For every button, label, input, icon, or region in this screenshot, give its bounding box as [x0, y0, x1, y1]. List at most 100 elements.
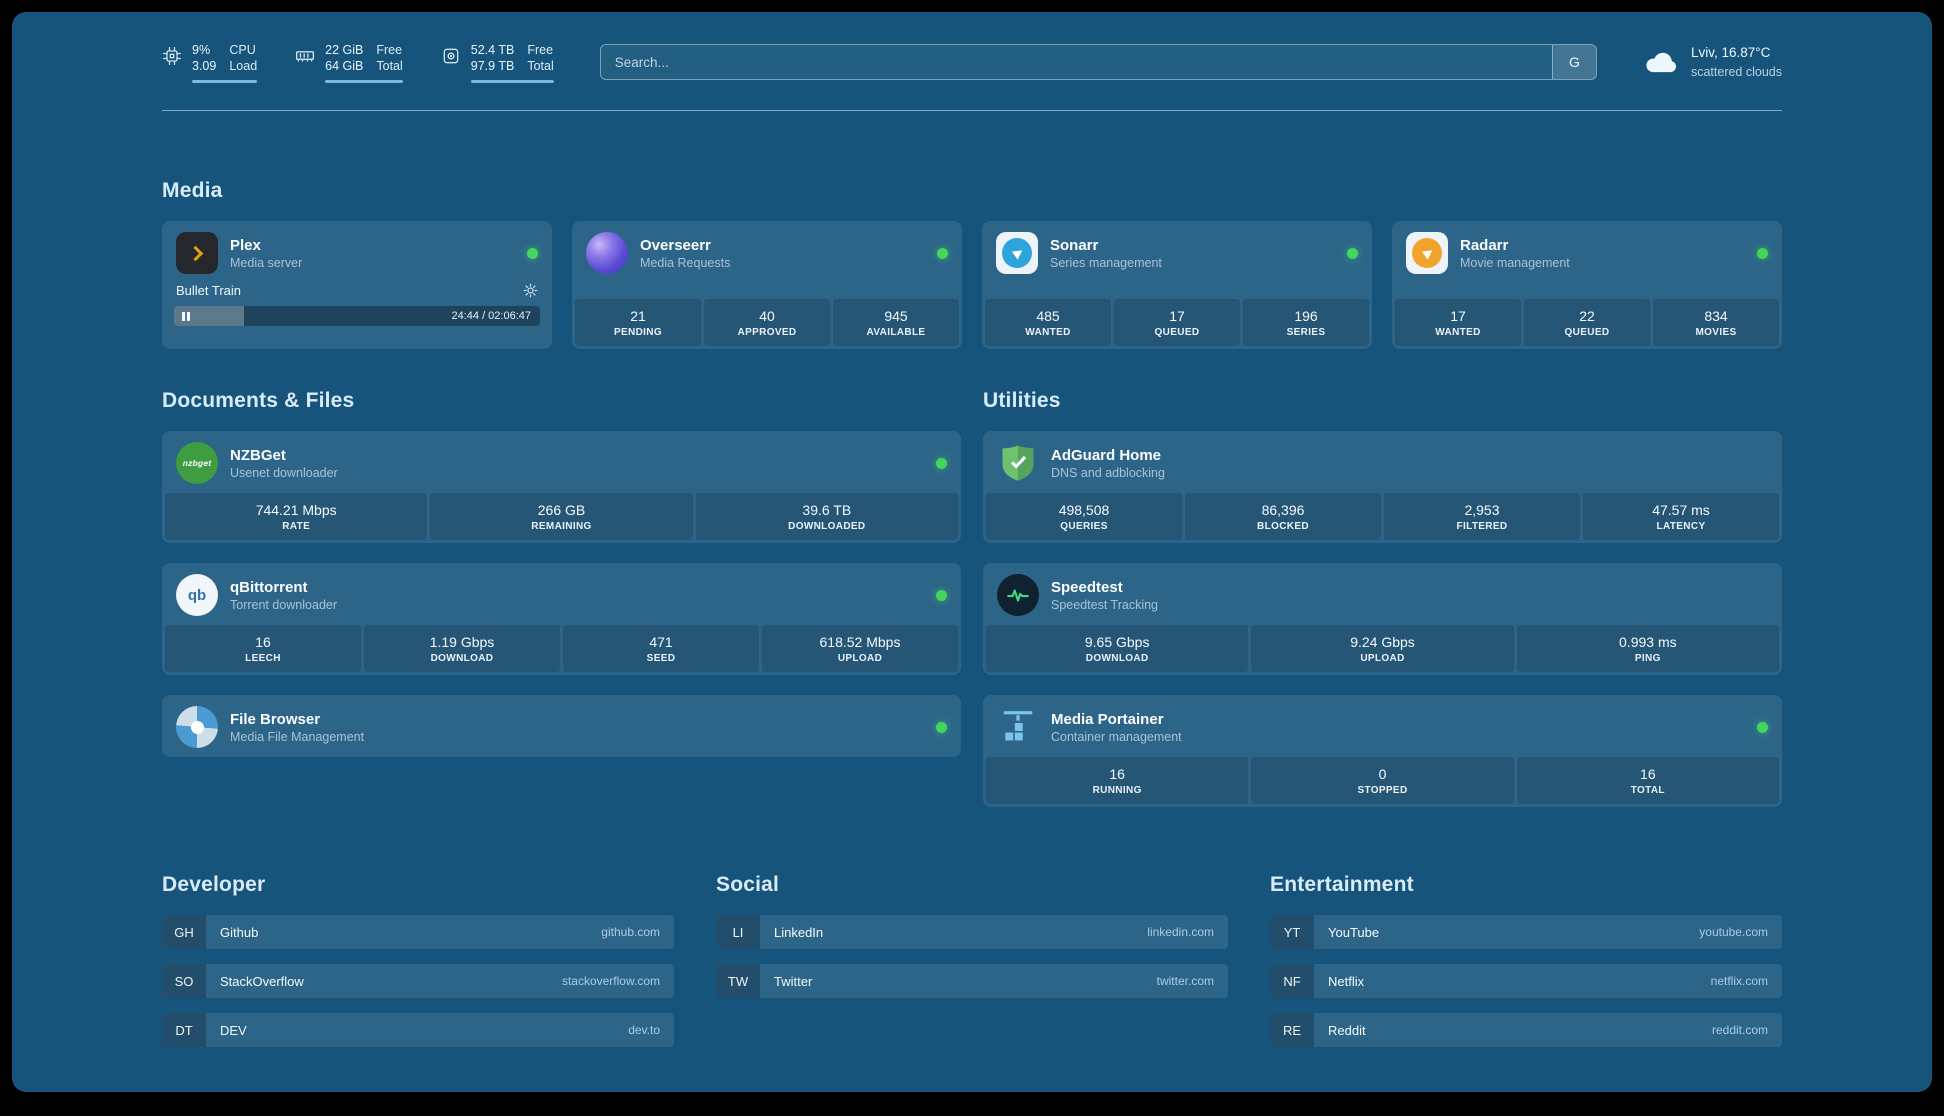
stat-box: 86,396 BLOCKED: [1185, 493, 1381, 540]
service-subtitle: Container management: [1051, 729, 1182, 744]
stat-value: 9.24 Gbps: [1350, 634, 1415, 650]
bookmark-abbr: LI: [716, 915, 760, 949]
service-card-speedtest[interactable]: Speedtest Speedtest Tracking 9.65 Gbps D…: [983, 563, 1782, 675]
bookmark-row-dev[interactable]: DT DEV dev.to: [162, 1013, 674, 1047]
stat-value: 834: [1704, 308, 1728, 324]
search-input[interactable]: [600, 45, 1552, 79]
stat-value: 86,396: [1261, 502, 1305, 518]
stat-value: 498,508: [1058, 502, 1110, 518]
service-subtitle: Movie management: [1460, 255, 1570, 270]
service-card-qbittorrent[interactable]: qb qBittorrent Torrent downloader 16 LEE…: [162, 563, 961, 675]
stat-value: 2,953: [1464, 502, 1500, 518]
disk-meter: [470, 79, 554, 83]
stat-value: 471: [649, 634, 673, 650]
disk-label-bottom: Total: [527, 59, 554, 73]
service-card-portainer[interactable]: Media Portainer Container management 16 …: [983, 695, 1782, 807]
pause-button[interactable]: [182, 311, 190, 321]
service-name: qBittorrent: [230, 578, 308, 596]
cpu-load: 3.09: [192, 59, 217, 73]
stat-box: 21 PENDING: [575, 299, 701, 346]
plex-icon: [176, 232, 218, 274]
status-dot: [936, 589, 947, 601]
stat-box: 196 SERIES: [1243, 299, 1369, 346]
stat-label: REMAINING: [531, 521, 592, 532]
service-name: Sonarr: [1050, 236, 1099, 254]
stat-label: LEECH: [245, 653, 281, 664]
status-dot: [527, 247, 538, 259]
stat-label: TOTAL: [1630, 785, 1665, 796]
bookmark-abbr: NF: [1270, 964, 1314, 998]
stat-box: 9.24 Gbps UPLOAD: [1251, 625, 1514, 672]
stat-label: FILTERED: [1456, 521, 1508, 532]
service-name: File Browser: [230, 710, 321, 728]
bookmark-row-github[interactable]: GH Github github.com: [162, 915, 674, 949]
service-card-adguard[interactable]: AdGuard Home DNS and adblocking 498,508 …: [983, 431, 1782, 543]
portainer-icon: [997, 706, 1039, 748]
memory-label-top: Free: [376, 42, 403, 57]
stat-label: QUERIES: [1060, 521, 1108, 532]
bookmark-name: Twitter: [774, 973, 813, 989]
service-card-radarr[interactable]: Radarr Movie management 17 WANTED 22 QUE…: [1392, 221, 1782, 349]
search-provider-button[interactable]: G: [1551, 45, 1596, 79]
stat-value: 744.21 Mbps: [255, 502, 337, 518]
bookmark-row-youtube[interactable]: YT YouTube youtube.com: [1270, 915, 1782, 949]
stat-value: 0: [1378, 766, 1387, 782]
bookmark-domain: github.com: [601, 925, 660, 939]
stat-label: PENDING: [613, 327, 662, 338]
section-documents: Documents & Files nzbget NZBGet Usenet d…: [162, 389, 961, 807]
stat-value: 22: [1579, 308, 1595, 324]
stat-label: STOPPED: [1357, 785, 1408, 796]
stat-box: 17 WANTED: [1395, 299, 1521, 346]
bookmark-name: YouTube: [1328, 924, 1380, 940]
stat-value: 47.57 ms: [1652, 502, 1710, 518]
service-card-sonarr[interactable]: Sonarr Series management 485 WANTED 17 Q…: [982, 221, 1372, 349]
service-name: Overseerr: [640, 236, 711, 254]
bookmark-row-reddit[interactable]: RE Reddit reddit.com: [1270, 1013, 1782, 1047]
stat-label: QUEUED: [1564, 327, 1610, 338]
stat-label: BLOCKED: [1257, 521, 1309, 532]
bookmark-domain: twitter.com: [1156, 974, 1214, 988]
section-utilities: Utilities: [983, 389, 1782, 807]
bookmark-domain: stackoverflow.com: [561, 974, 660, 988]
cpu-meter: [192, 79, 258, 83]
service-name: Speedtest: [1051, 578, 1123, 596]
service-card-nzbget[interactable]: nzbget NZBGet Usenet downloader 744.21 M…: [162, 431, 961, 543]
cpu-widget: 9% 3.09 CPU Load: [162, 42, 258, 83]
bookmark-group-entertainment: Entertainment YT YouTube youtube.com NF …: [1270, 873, 1782, 1062]
bookmark-row-twitter[interactable]: TW Twitter twitter.com: [716, 964, 1228, 998]
stat-label: RUNNING: [1092, 785, 1142, 796]
now-playing-title: Bullet Train: [176, 283, 242, 298]
stat-label: SERIES: [1286, 327, 1326, 338]
search-bar: G: [599, 44, 1597, 80]
service-card-filebrowser[interactable]: File Browser Media File Management: [162, 695, 961, 757]
section-title-developer: Developer: [162, 873, 266, 896]
service-card-overseerr[interactable]: Overseerr Media Requests 21 PENDING 40 A…: [572, 221, 962, 349]
stat-box: 2,953 FILTERED: [1384, 493, 1580, 540]
weather-condition: scattered clouds: [1690, 64, 1782, 79]
stat-label: UPLOAD: [837, 653, 883, 664]
stat-box: 9.65 Gbps DOWNLOAD: [986, 625, 1249, 672]
stat-box: 945 AVAILABLE: [833, 299, 959, 346]
stat-value: 485: [1036, 308, 1060, 324]
memory-meter: [325, 79, 403, 83]
stat-box: 22 QUEUED: [1524, 299, 1650, 346]
bookmark-row-stackoverflow[interactable]: SO StackOverflow stackoverflow.com: [162, 964, 674, 998]
bookmark-abbr: TW: [716, 964, 760, 998]
bookmark-name: Reddit: [1328, 1022, 1366, 1038]
stat-box: 1.19 Gbps DOWNLOAD: [364, 625, 560, 672]
playback-progress-bar[interactable]: 24:44 / 02:06:47: [174, 306, 540, 326]
service-card-plex[interactable]: Plex Media server Bullet Train: [162, 221, 552, 349]
bookmark-abbr: SO: [162, 964, 206, 998]
status-dot: [936, 457, 947, 469]
stat-label: QUEUED: [1154, 327, 1200, 338]
stat-value: 21: [630, 308, 646, 324]
qbittorrent-icon: qb: [176, 574, 218, 616]
stat-label: DOWNLOAD: [1085, 653, 1149, 664]
bookmark-row-linkedin[interactable]: LI LinkedIn linkedin.com: [716, 915, 1228, 949]
bookmark-row-netflix[interactable]: NF Netflix netflix.com: [1270, 964, 1782, 998]
service-subtitle: DNS and adblocking: [1051, 465, 1165, 480]
status-dot: [1757, 721, 1768, 733]
stat-label: WANTED: [1025, 327, 1071, 338]
settings-gear-icon[interactable]: [523, 283, 538, 298]
bookmark-group-developer: Developer GH Github github.com SO StackO…: [162, 873, 674, 1062]
